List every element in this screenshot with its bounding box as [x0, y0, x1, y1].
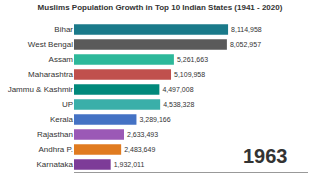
- svg-text:2,633,493: 2,633,493: [127, 131, 158, 138]
- svg-text:8,114,958: 8,114,958: [231, 26, 262, 33]
- svg-text:Bihar: Bihar: [54, 25, 73, 34]
- svg-text:2,483,649: 2,483,649: [124, 146, 155, 153]
- svg-text:4,497,008: 4,497,008: [162, 86, 193, 93]
- svg-text:UP: UP: [62, 100, 73, 109]
- svg-text:3,289,166: 3,289,166: [139, 116, 170, 123]
- svg-text:Karnataka: Karnataka: [37, 160, 74, 169]
- svg-text:Andhra P.: Andhra P.: [38, 145, 73, 154]
- svg-text:1963: 1963: [243, 145, 288, 167]
- svg-text:5,109,958: 5,109,958: [174, 71, 205, 78]
- svg-text:Rajasthan: Rajasthan: [37, 130, 73, 139]
- svg-text:Maharashtra: Maharashtra: [28, 70, 73, 79]
- svg-text:Assam: Assam: [49, 55, 74, 64]
- svg-text:Muslims Population Growth in T: Muslims Population Growth in Top 10 Indi…: [38, 3, 283, 12]
- svg-text:4,538,328: 4,538,328: [163, 101, 194, 108]
- svg-text:5,261,663: 5,261,663: [177, 56, 208, 63]
- svg-text:Jammu & Kashmir: Jammu & Kashmir: [8, 85, 74, 94]
- svg-text:Kerala: Kerala: [50, 115, 74, 124]
- svg-text:8,052,957: 8,052,957: [230, 41, 261, 48]
- svg-text:West Bengal: West Bengal: [28, 40, 73, 49]
- svg-text:1,932,011: 1,932,011: [114, 161, 145, 168]
